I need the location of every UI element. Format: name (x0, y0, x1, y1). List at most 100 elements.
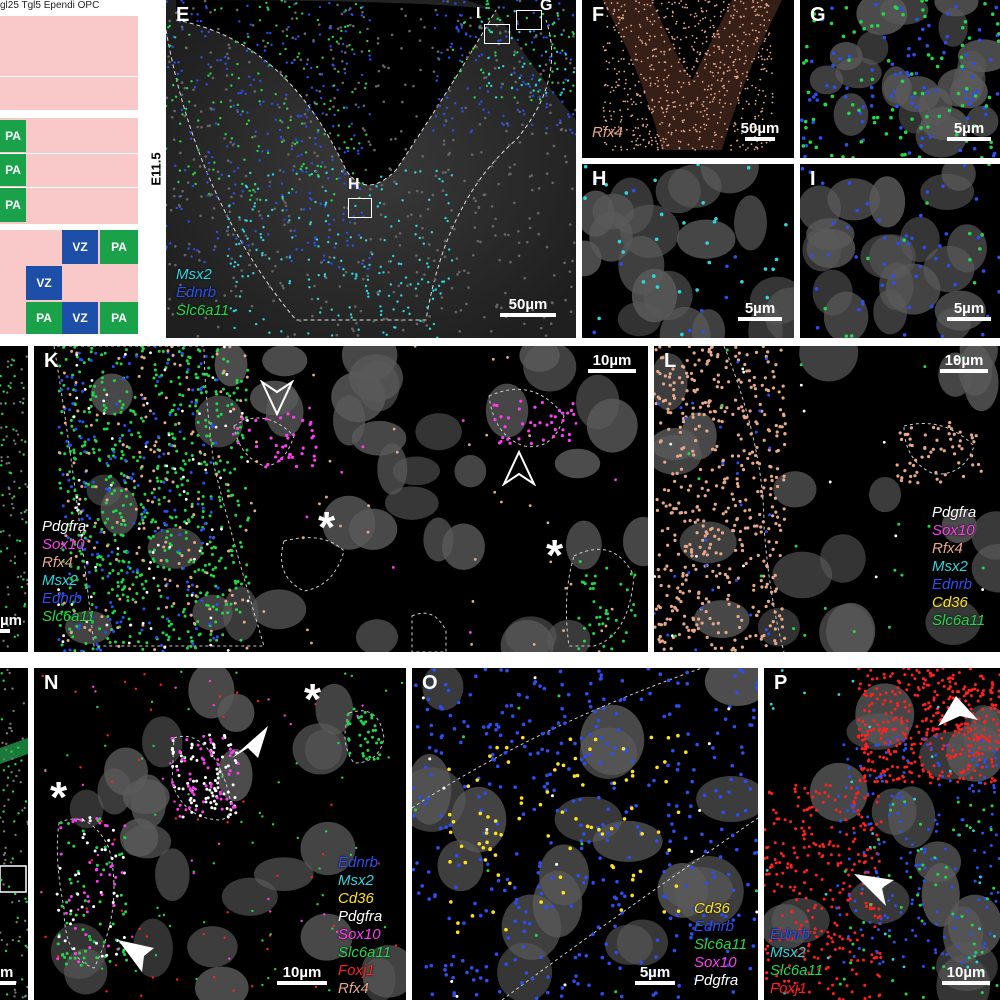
panel-m-fragment: m (0, 668, 28, 1000)
panel-i-image (800, 164, 1000, 338)
panel-f: F Rfx4 50µm (582, 0, 794, 158)
legend-pdgfra: Pdgfra (694, 972, 739, 989)
panel-n: N * * Ednrb Msx2 Cd36 Pdgfra Sox10 Slc6a… (34, 668, 406, 1000)
arrowhead-open-icon (260, 380, 294, 416)
scale-bar: µm (0, 612, 28, 633)
scale-bar-label: µm (0, 612, 22, 629)
panel-label: L (664, 350, 677, 372)
legend-ednrb: Ednrb (694, 918, 735, 935)
scale-bar-label: 10µm (946, 964, 986, 981)
panel-label: E (176, 4, 190, 26)
scale-bar-label: 5µm (639, 964, 671, 981)
scale-bar: 5µm (732, 300, 788, 321)
table-block-1 (0, 16, 138, 111)
arrowhead-open-icon (502, 450, 536, 486)
scale-bar: 5µm (942, 120, 996, 141)
arrowhead-icon (854, 874, 894, 906)
scale-bar: 10µm (934, 352, 994, 373)
asterisk-icon: * (304, 675, 322, 724)
panel-l-image (654, 346, 1000, 652)
asterisk-icon: * (50, 773, 68, 822)
legend-ednrb: Ednrb (42, 590, 83, 607)
legend-ednrb: Ednrb (770, 926, 811, 943)
scale-bar-label: 10µm (592, 352, 632, 369)
panel-e: E I G H Msx2 Ednrb Slc6a11 50µm (166, 0, 576, 338)
table-cell-pa: PA (0, 188, 26, 222)
legend-rfx4: Rfx4 (42, 554, 73, 571)
legend-msx2: Msx2 (42, 572, 78, 589)
scale-bar-label: 5µm (953, 300, 985, 317)
arrowhead-icon (118, 940, 154, 972)
table-cell-vz: VZ (26, 266, 62, 300)
scale-bar: m (0, 964, 28, 985)
asterisk-icon: * (546, 531, 564, 580)
scale-bar: 10µm (936, 964, 996, 985)
table-block-2 (0, 76, 138, 77)
panel-k: K * * Pdgfra Sox10 Rfx4 Msx2 Ednrb Slc6a… (34, 346, 648, 652)
panel-j-image (0, 355, 28, 648)
scale-bar: 10µm (272, 964, 332, 985)
panel-e-image (166, 0, 576, 338)
panel-k-legend: Pdgfra Sox10 Rfx4 Msx2 Ednrb Slc6a11 (42, 518, 95, 626)
legend-msx2: Msx2 (770, 944, 806, 961)
panel-e-legend: Msx2 Ednrb Slc6a11 (176, 266, 229, 320)
legend-msx2: Msx2 (176, 266, 212, 283)
panel-l-legend: Pdgfra Sox10 Rfx4 Msx2 Ednrb Cd36 Slc6a1… (932, 504, 985, 630)
legend-cd36: Cd36 (338, 890, 374, 907)
panel-f-legend: Rfx4 (592, 124, 623, 141)
legend-cd36: Cd36 (694, 900, 730, 917)
panel-label: N (44, 672, 59, 694)
panel-label: K (44, 350, 59, 372)
table-cell-vz: VZ (62, 230, 98, 264)
inset-label-i: I (476, 5, 481, 22)
inset-label-h: H (348, 176, 360, 193)
legend-pdgfra: Pdgfra (42, 518, 87, 535)
legend-foxj1: Foxj1 (338, 962, 375, 979)
legend-sox10: Sox10 (42, 536, 85, 553)
panel-o-legend: Cd36 Ednrb Slc6a11 Sox10 Pdgfra (694, 900, 747, 990)
scale-bar-label: 5µm (744, 300, 776, 317)
table-cell-vz: VZ (62, 302, 98, 334)
panel-o-image (412, 668, 758, 1000)
panel-j-fragment: µm (0, 346, 28, 652)
panel-i: I 5µm (800, 164, 1000, 338)
stage-label: E11.5 (148, 152, 164, 186)
legend-foxj1: Foxj1 (770, 980, 807, 997)
legend-slc6a11: Slc6a11 (694, 936, 748, 953)
legend-pdgfra: Pdgfra (338, 908, 383, 925)
panel-label: H (592, 168, 607, 190)
table-cell-pa: PA (0, 154, 26, 186)
scale-bar: 50µm (496, 296, 560, 317)
legend-ednrb: Ednrb (932, 576, 973, 593)
panel-l: L Pdgfra Sox10 Rfx4 Msx2 Ednrb Cd36 Slc6… (654, 346, 1000, 652)
panel-p: P Ednrb Msx2 Slc6a11 Foxj1 10µm (764, 668, 1000, 1000)
panel-m-image (0, 668, 28, 999)
legend-sox10: Sox10 (932, 522, 975, 539)
inset-box-h (348, 198, 372, 218)
panel-n-image (40, 668, 406, 1000)
scale-bar-label: 5µm (953, 120, 985, 137)
legend-cd36: Cd36 (932, 594, 968, 611)
legend-slc6a11: Slc6a11 (176, 302, 230, 319)
panel-n-legend: Ednrb Msx2 Cd36 Pdgfra Sox10 Slc6a11 Fox… (338, 854, 391, 998)
legend-sox10: Sox10 (338, 926, 381, 943)
panel-label: F (592, 4, 605, 26)
panel-h: H 5µm (582, 164, 794, 338)
legend-slc6a11: Slc6a11 (338, 944, 392, 961)
inset-label-g: G (540, 0, 553, 14)
table-header-fragment: gl25 Tgl5 Ependi OPC (0, 0, 100, 11)
scale-bar-label: 50µm (508, 296, 548, 313)
panel-k-image (53, 346, 648, 652)
arrowhead-icon (232, 726, 268, 758)
legend-sox10: Sox10 (694, 954, 737, 971)
legend-slc6a11: Slc6a11 (932, 612, 986, 629)
inset-box-g (516, 10, 542, 30)
panel-p-legend: Ednrb Msx2 Slc6a11 Foxj1 (770, 926, 823, 998)
scale-bar-label: m (0, 964, 14, 981)
panel-g-image (800, 0, 1000, 158)
scale-bar: 10µm (582, 352, 642, 373)
legend-slc6a11: Slc6a11 (42, 608, 96, 625)
asterisk-icon: * (318, 503, 336, 552)
panel-p-image (764, 668, 1000, 1000)
cell-type-table: PA PA PA VZ PA VZ PA VZ PA (0, 16, 138, 334)
